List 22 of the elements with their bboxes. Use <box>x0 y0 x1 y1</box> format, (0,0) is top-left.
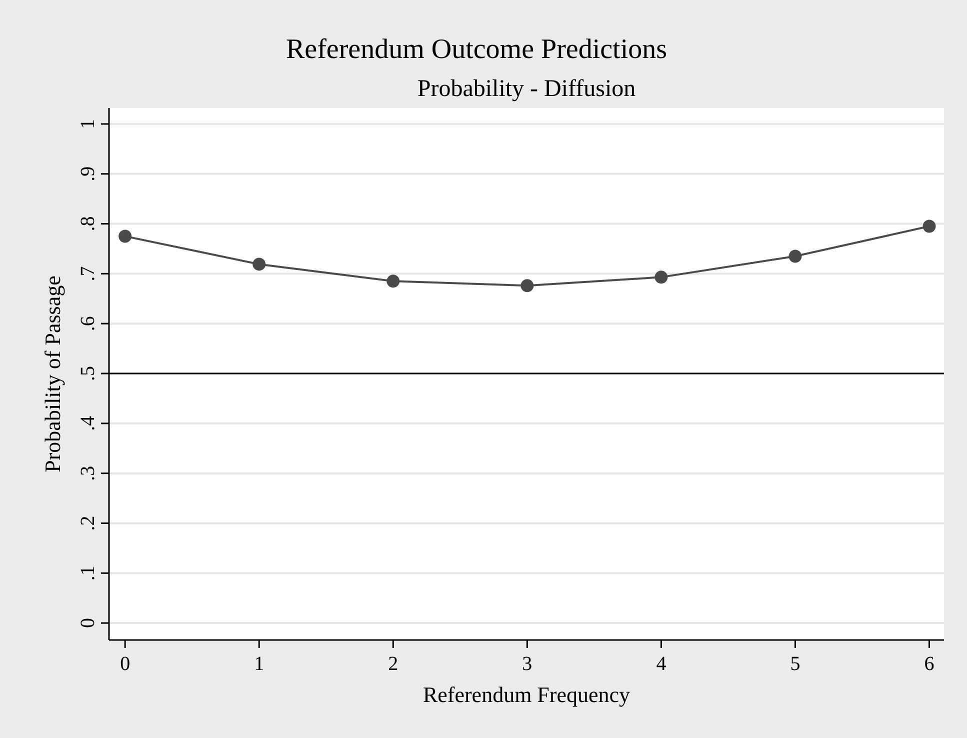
y-axis-title: Probability of Passage <box>40 276 65 472</box>
y-tick-label: .1 <box>77 566 99 581</box>
y-tick-label: .5 <box>77 366 99 381</box>
y-tick-label: .7 <box>77 266 99 282</box>
chart-subtitle: Probability - Diffusion <box>417 76 636 102</box>
x-tick-label: 0 <box>120 653 130 675</box>
chart-title: Referendum Outcome Predictions <box>286 34 668 65</box>
x-tick-label: 2 <box>388 653 398 675</box>
x-tick-label: 4 <box>656 653 666 675</box>
y-tick-label: .4 <box>77 416 99 431</box>
x-tick-label: 5 <box>790 653 800 675</box>
y-tick-label: .6 <box>77 316 99 332</box>
y-tick-label: .3 <box>77 466 99 481</box>
x-axis-title: Referendum Frequency <box>422 682 630 707</box>
y-tick-label: 0 <box>77 618 99 628</box>
y-tick-label: .9 <box>77 166 99 182</box>
x-tick-label: 1 <box>254 653 264 675</box>
y-tick-label: .8 <box>77 216 99 232</box>
x-tick-label: 3 <box>522 653 532 675</box>
y-tick-label: 1 <box>77 118 99 129</box>
x-tick-label: 6 <box>924 653 934 675</box>
y-tick-label: .2 <box>77 516 99 531</box>
